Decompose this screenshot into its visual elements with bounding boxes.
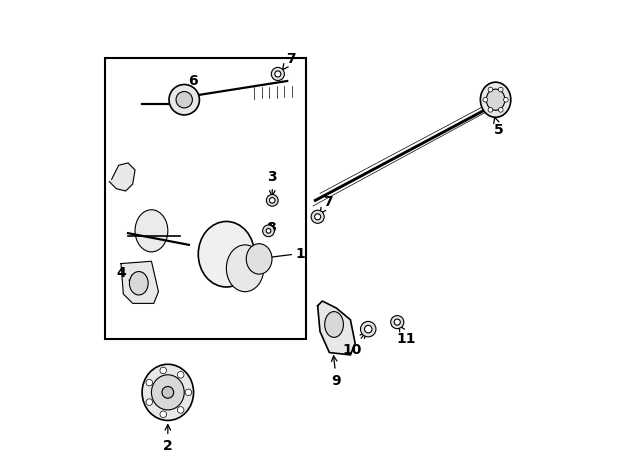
Ellipse shape bbox=[269, 197, 275, 203]
Ellipse shape bbox=[227, 245, 264, 292]
Ellipse shape bbox=[360, 321, 376, 337]
Ellipse shape bbox=[481, 82, 511, 117]
Circle shape bbox=[146, 379, 152, 386]
Circle shape bbox=[160, 367, 166, 374]
Circle shape bbox=[146, 399, 152, 406]
Ellipse shape bbox=[152, 375, 184, 410]
Text: 1: 1 bbox=[296, 247, 305, 261]
Circle shape bbox=[488, 107, 493, 112]
Ellipse shape bbox=[169, 84, 200, 115]
Text: 7: 7 bbox=[282, 51, 296, 71]
Text: 3: 3 bbox=[268, 170, 277, 196]
Circle shape bbox=[483, 97, 488, 102]
Ellipse shape bbox=[324, 312, 344, 337]
Text: 7: 7 bbox=[320, 195, 333, 214]
Text: 6: 6 bbox=[186, 74, 198, 94]
Ellipse shape bbox=[275, 71, 281, 77]
Polygon shape bbox=[317, 301, 355, 355]
Circle shape bbox=[177, 372, 184, 378]
Ellipse shape bbox=[142, 364, 193, 421]
Ellipse shape bbox=[394, 319, 400, 325]
Ellipse shape bbox=[311, 210, 324, 223]
Circle shape bbox=[499, 87, 503, 92]
Ellipse shape bbox=[486, 89, 505, 110]
Ellipse shape bbox=[198, 221, 255, 287]
Ellipse shape bbox=[271, 67, 284, 81]
Circle shape bbox=[160, 411, 166, 418]
Ellipse shape bbox=[129, 272, 148, 295]
Text: 9: 9 bbox=[332, 356, 341, 388]
Ellipse shape bbox=[162, 387, 173, 398]
Bar bbox=[104, 57, 306, 339]
Ellipse shape bbox=[266, 195, 278, 206]
Text: 8: 8 bbox=[266, 221, 276, 236]
Text: 10: 10 bbox=[342, 333, 365, 357]
Ellipse shape bbox=[176, 91, 193, 108]
Text: 5: 5 bbox=[493, 117, 504, 137]
Polygon shape bbox=[121, 261, 159, 303]
Ellipse shape bbox=[390, 316, 404, 329]
Text: 2: 2 bbox=[163, 425, 173, 453]
Circle shape bbox=[488, 87, 493, 92]
Circle shape bbox=[499, 107, 503, 112]
Text: 11: 11 bbox=[397, 325, 417, 346]
Polygon shape bbox=[109, 163, 135, 191]
Ellipse shape bbox=[135, 210, 168, 252]
Circle shape bbox=[185, 389, 192, 396]
Ellipse shape bbox=[262, 225, 275, 236]
Ellipse shape bbox=[266, 228, 271, 233]
Text: 4: 4 bbox=[116, 266, 135, 280]
Ellipse shape bbox=[315, 214, 321, 220]
Circle shape bbox=[177, 406, 184, 413]
Circle shape bbox=[504, 97, 508, 102]
Ellipse shape bbox=[365, 325, 372, 333]
Ellipse shape bbox=[246, 244, 272, 274]
